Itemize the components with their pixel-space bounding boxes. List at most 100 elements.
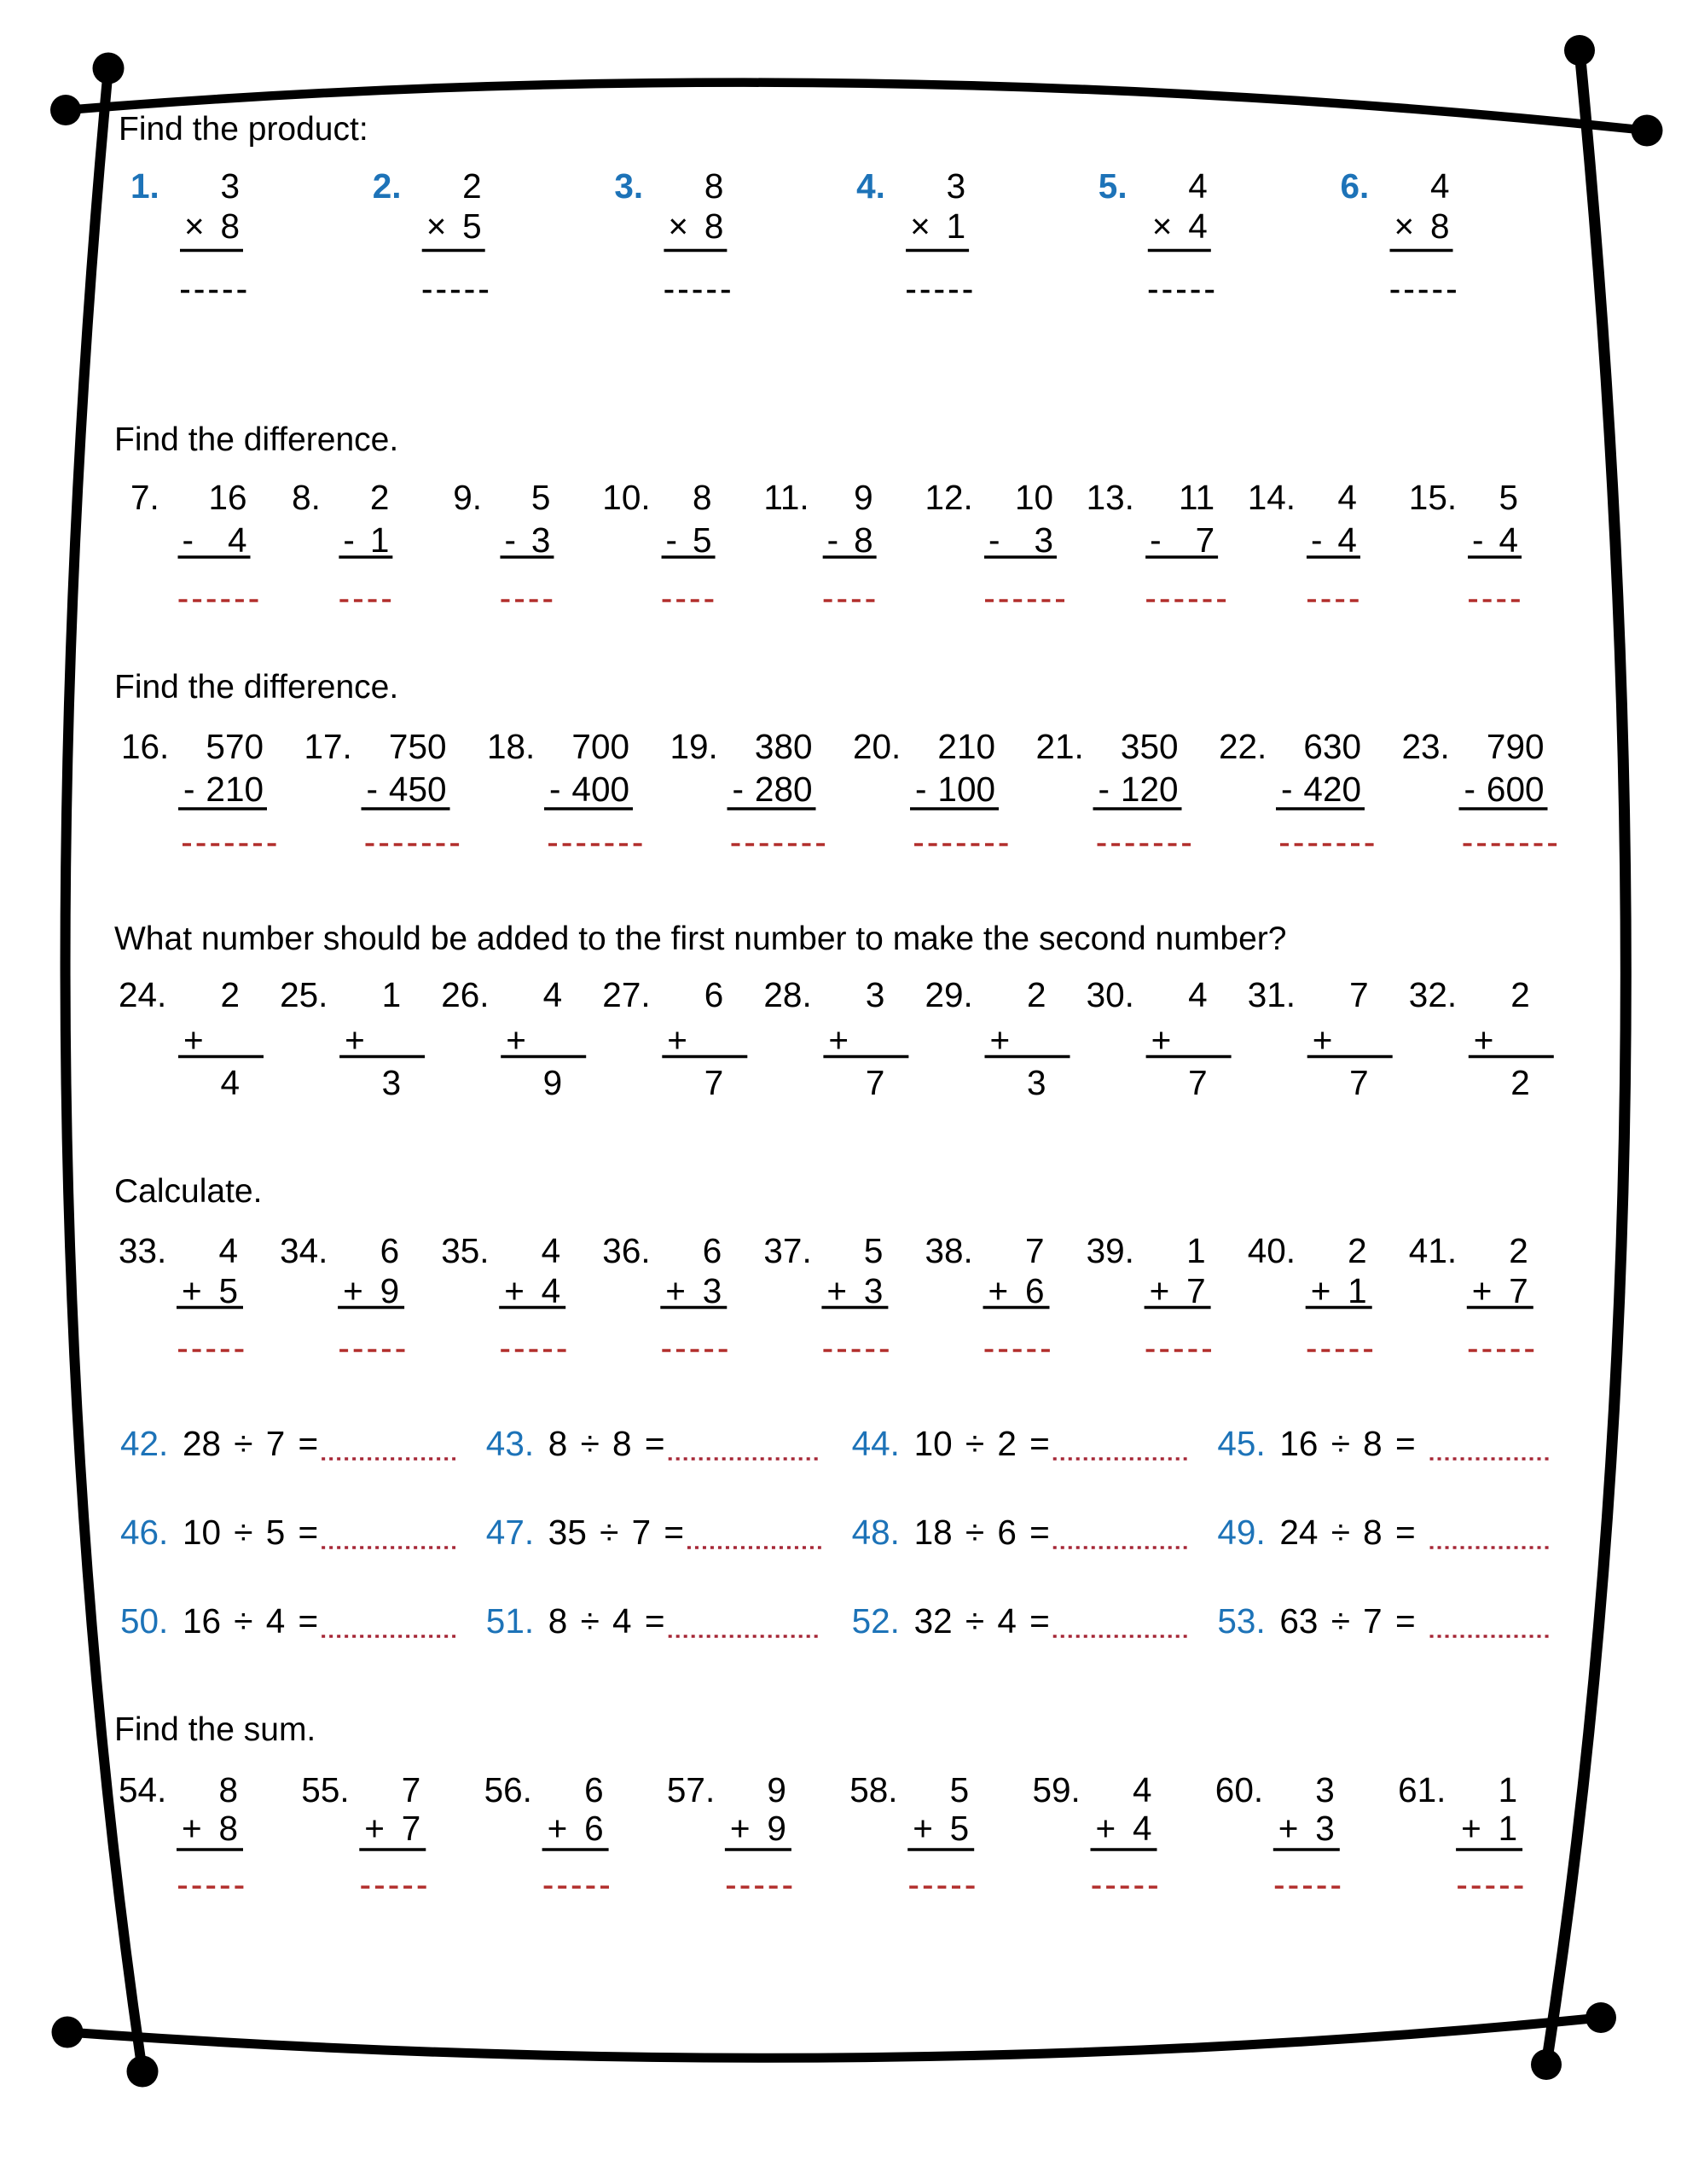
svg-text:38.: 38. [925, 1231, 973, 1270]
svg-text:+: + [364, 1809, 385, 1848]
svg-text:57.: 57. [667, 1770, 715, 1809]
svg-text:49.: 49. [1217, 1513, 1265, 1552]
svg-text:1: 1 [1186, 1231, 1206, 1270]
svg-text:44.: 44. [852, 1424, 900, 1463]
svg-text:1: 1 [1499, 1770, 1518, 1809]
svg-text:7: 7 [1349, 1063, 1369, 1102]
svg-text:+: + [1461, 1809, 1481, 1848]
svg-text:120: 120 [1121, 770, 1179, 809]
svg-text:6: 6 [584, 1770, 604, 1809]
svg-text:×: × [1394, 206, 1415, 246]
svg-text:280: 280 [755, 770, 813, 809]
svg-text:+: + [828, 1020, 849, 1060]
svg-text:61.: 61. [1398, 1770, 1446, 1809]
svg-text:210: 210 [937, 727, 995, 766]
svg-text:7.: 7. [130, 478, 159, 517]
svg-text:630: 630 [1303, 727, 1361, 766]
svg-text:7: 7 [1196, 520, 1215, 560]
svg-text:7: 7 [1188, 1063, 1208, 1102]
svg-text:34.: 34. [280, 1231, 328, 1270]
svg-text:2: 2 [1509, 1231, 1528, 1270]
svg-text:+: + [183, 1020, 204, 1060]
svg-text:17.: 17. [304, 727, 352, 766]
svg-text:31.: 31. [1248, 975, 1296, 1014]
svg-text:52.: 52. [852, 1601, 900, 1641]
svg-text:+: + [506, 1020, 526, 1060]
svg-text:3: 3 [1315, 1770, 1335, 1809]
svg-text:28 ÷ 7 =: 28 ÷ 7 = [183, 1424, 318, 1463]
svg-text:2: 2 [462, 166, 482, 206]
svg-text:14.: 14. [1248, 478, 1296, 517]
svg-text:33.: 33. [119, 1231, 166, 1270]
svg-text:-: - [1281, 770, 1293, 809]
svg-text:43.: 43. [486, 1424, 534, 1463]
svg-text:41.: 41. [1409, 1231, 1457, 1270]
svg-text:54.: 54. [119, 1770, 166, 1809]
svg-text:6: 6 [380, 1231, 400, 1270]
svg-text:+: + [1278, 1809, 1299, 1848]
svg-text:16.: 16. [121, 727, 169, 766]
svg-text:27.: 27. [602, 975, 650, 1014]
svg-text:+: + [1472, 1271, 1493, 1310]
svg-text:42.: 42. [120, 1424, 168, 1463]
svg-text:8: 8 [220, 206, 240, 246]
svg-text:1: 1 [1348, 1271, 1367, 1310]
svg-text:750: 750 [389, 727, 447, 766]
svg-text:21.: 21. [1036, 727, 1084, 766]
svg-text:9: 9 [854, 478, 873, 517]
svg-text:7: 7 [402, 1770, 421, 1809]
svg-text:100: 100 [937, 770, 995, 809]
svg-text:10 ÷ 2 =: 10 ÷ 2 = [914, 1424, 1050, 1463]
svg-text:32.: 32. [1409, 975, 1457, 1014]
svg-text:-: - [183, 520, 194, 560]
svg-text:×: × [668, 206, 688, 246]
svg-text:18 ÷ 6 =: 18 ÷ 6 = [914, 1513, 1050, 1552]
svg-text:+: + [1096, 1809, 1116, 1848]
svg-text:8: 8 [854, 520, 873, 560]
svg-text:Find the difference.: Find the difference. [114, 669, 398, 706]
svg-text:3: 3 [864, 1271, 884, 1310]
svg-text:+: + [345, 1020, 365, 1060]
svg-text:3: 3 [866, 975, 885, 1014]
svg-text:400: 400 [571, 770, 629, 809]
svg-text:12.: 12. [925, 478, 973, 517]
svg-text:3: 3 [1027, 1063, 1046, 1102]
svg-text:-: - [549, 770, 561, 809]
svg-text:1.: 1. [130, 166, 159, 206]
svg-text:Find the product:: Find the product: [119, 111, 368, 148]
svg-text:7: 7 [1186, 1271, 1206, 1310]
svg-text:2: 2 [1510, 1063, 1530, 1102]
svg-text:×: × [910, 206, 930, 246]
svg-text:1: 1 [370, 520, 390, 560]
svg-text:29.: 29. [925, 975, 973, 1014]
svg-text:3: 3 [531, 520, 551, 560]
svg-text:4: 4 [1337, 520, 1357, 560]
svg-text:Find the sum.: Find the sum. [114, 1711, 316, 1748]
svg-text:Calculate.: Calculate. [114, 1173, 262, 1210]
svg-text:30.: 30. [1087, 975, 1134, 1014]
svg-text:7: 7 [866, 1063, 885, 1102]
svg-text:46.: 46. [120, 1513, 168, 1552]
svg-text:-: - [343, 520, 355, 560]
svg-text:Find the difference.: Find the difference. [114, 421, 398, 458]
svg-text:+: + [504, 1271, 525, 1310]
svg-text:×: × [184, 206, 205, 246]
svg-text:25.: 25. [280, 975, 328, 1014]
svg-text:3: 3 [382, 1063, 402, 1102]
svg-text:450: 450 [389, 770, 447, 809]
svg-text:-: - [988, 520, 1000, 560]
svg-text:4: 4 [1337, 478, 1357, 517]
svg-text:570: 570 [206, 727, 264, 766]
svg-text:8: 8 [704, 166, 724, 206]
svg-text:+: + [990, 1020, 1011, 1060]
svg-text:5: 5 [1499, 478, 1519, 517]
svg-text:-: - [183, 770, 195, 809]
svg-text:9.: 9. [453, 478, 482, 517]
svg-text:16 ÷ 8 =: 16 ÷ 8 = [1279, 1424, 1415, 1463]
svg-text:19.: 19. [670, 727, 718, 766]
svg-text:-: - [666, 520, 678, 560]
svg-text:1: 1 [382, 975, 402, 1014]
svg-text:4: 4 [1499, 520, 1519, 560]
svg-text:+: + [913, 1809, 933, 1848]
svg-text:4: 4 [1430, 166, 1450, 206]
